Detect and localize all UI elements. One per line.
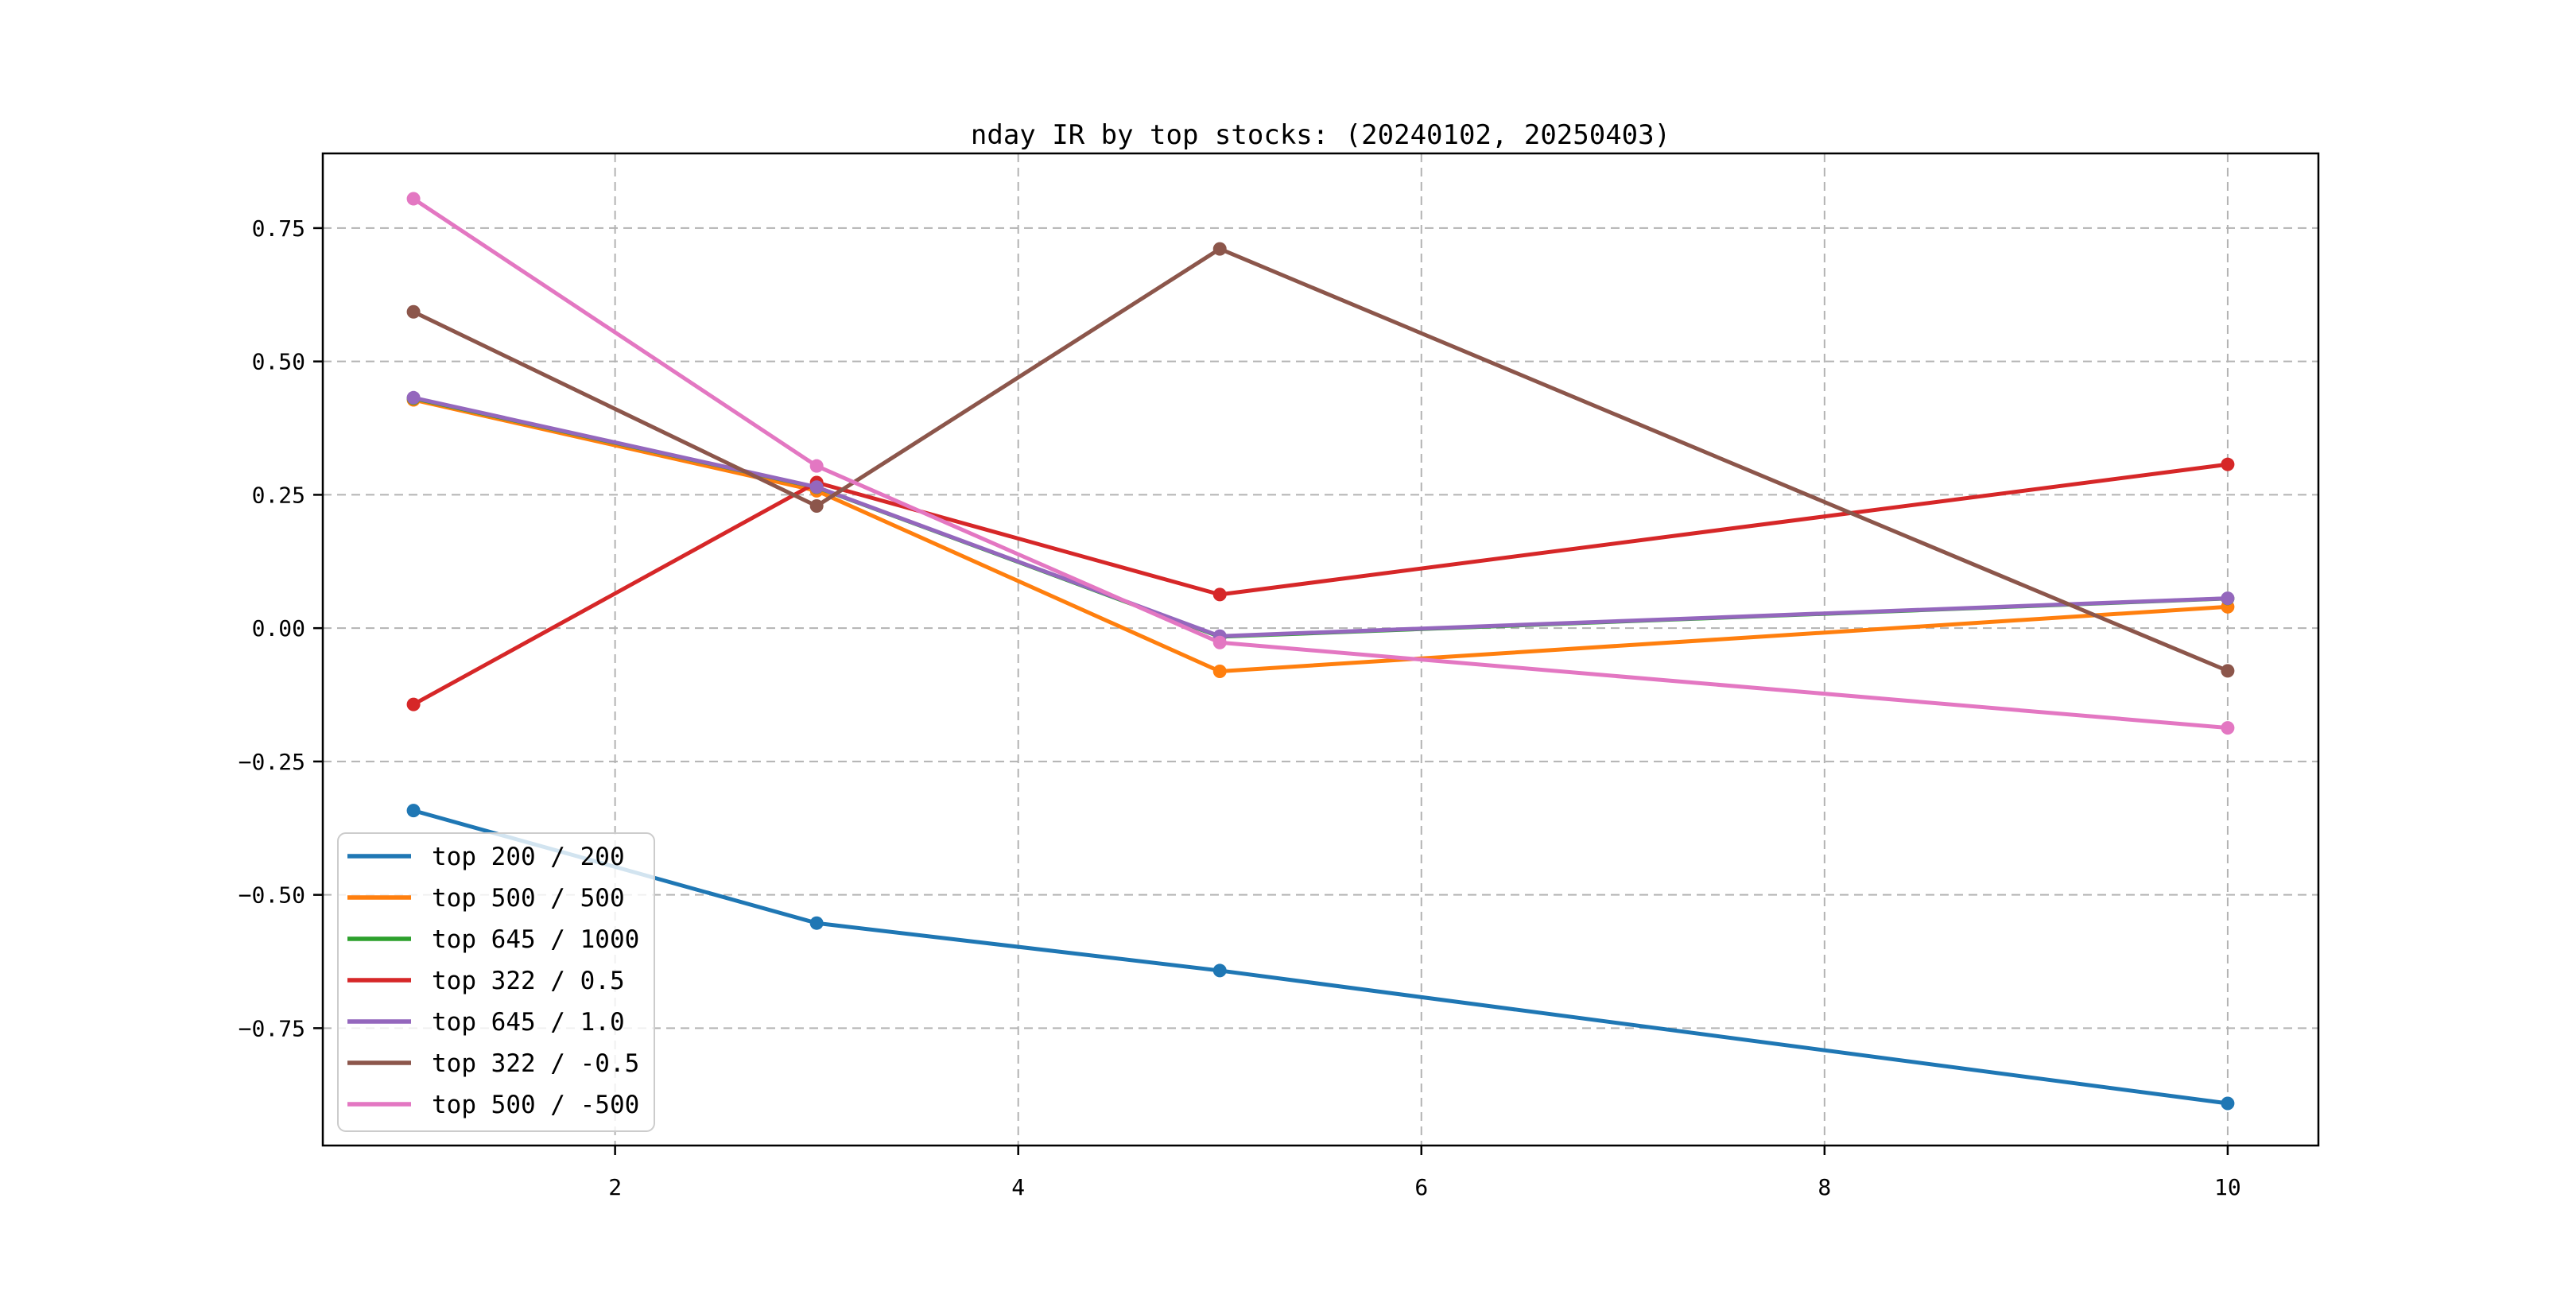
y-tick-label: −0.50	[239, 882, 305, 909]
data-point-marker	[1212, 665, 1227, 679]
axes-layer: 0.75 0.50 0.25 0.00 −0.25 −0.50 −0.75 2 4 6 8 10	[239, 152, 2320, 1200]
y-tick-label: 0.50	[252, 349, 305, 375]
grid-layer	[323, 153, 2318, 1146]
legend-item-label: top 500 / -500	[432, 1091, 639, 1119]
x-tick-label: 6	[1414, 1174, 1428, 1200]
data-point-marker	[1212, 635, 1227, 649]
y-tick-label: −0.75	[239, 1015, 305, 1041]
legend-item-label: top 322 / 0.5	[432, 967, 625, 995]
data-point-marker	[809, 459, 824, 473]
data-point-marker	[809, 916, 824, 930]
legend-item-label: top 200 / 200	[432, 843, 625, 871]
data-point-marker	[1212, 587, 1227, 602]
x-tick-label: 4	[1011, 1174, 1025, 1200]
data-point-marker	[809, 499, 824, 514]
chart-title: nday IR by top stocks: (20240102, 202504…	[971, 119, 1670, 151]
x-tick-label: 2	[608, 1174, 622, 1200]
data-point-marker	[2221, 1096, 2235, 1111]
series-line	[411, 397, 2230, 674]
legend-item-label: top 322 / -0.5	[432, 1049, 639, 1078]
y-tick-label: 0.00	[252, 615, 305, 642]
series-line	[411, 395, 2230, 638]
data-point-marker	[406, 390, 421, 405]
legend: top 200 / 200 top 500 / 500 top 645 / 1000…	[337, 832, 655, 1132]
series-line	[411, 808, 2230, 1106]
y-tick-label: 0.25	[252, 482, 305, 508]
series-line	[411, 462, 2230, 707]
y-tick-label: 0.75	[252, 215, 305, 242]
data-point-marker	[1212, 242, 1227, 256]
data-point-marker	[2221, 664, 2235, 678]
data-point-marker	[406, 304, 421, 319]
y-tick-label: −0.25	[239, 749, 305, 775]
data-point-marker	[2221, 721, 2235, 735]
series-line	[411, 246, 2230, 673]
data-point-marker	[1212, 963, 1227, 978]
data-point-marker	[809, 480, 824, 494]
data-point-marker	[406, 697, 421, 711]
data-point-marker	[2221, 457, 2235, 471]
data-point-marker	[2221, 591, 2235, 606]
x-tick-label: 8	[1818, 1174, 1831, 1200]
legend-box	[337, 832, 655, 1132]
x-tick-label: 10	[2214, 1174, 2241, 1200]
legend-item-label: top 500 / 500	[432, 884, 625, 913]
series-layer	[406, 192, 2235, 1111]
series-line	[411, 396, 2230, 639]
series-line	[411, 196, 2230, 731]
axes-spines	[321, 152, 2320, 1147]
data-point-marker	[406, 192, 421, 206]
legend-item-label: top 645 / 1000	[432, 925, 639, 954]
data-point-marker	[406, 804, 421, 818]
legend-item-label: top 645 / 1.0	[432, 1008, 625, 1037]
